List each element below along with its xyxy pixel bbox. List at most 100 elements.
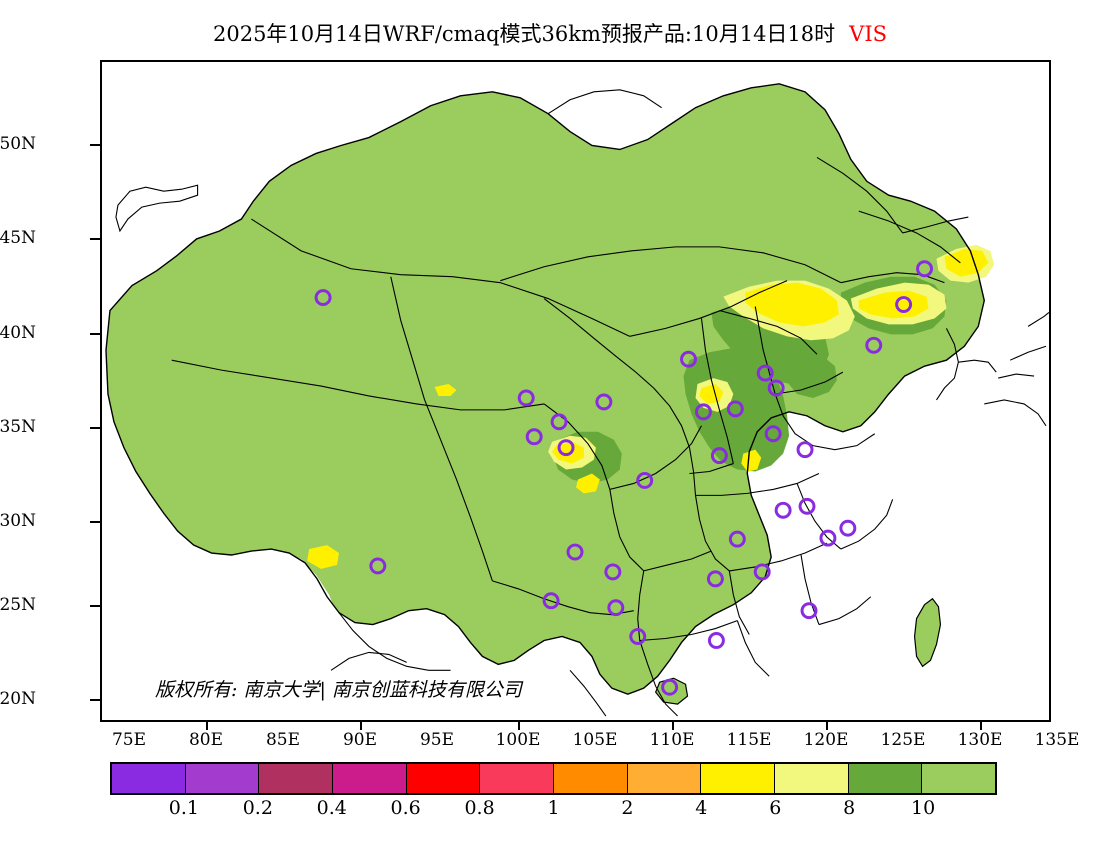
station-marker [865, 336, 883, 354]
province-boundaries [171, 156, 969, 677]
xtick-label-115e: 115E [726, 730, 772, 750]
xtick-label-95e: 95E [419, 730, 455, 750]
band-yellow-henan [741, 449, 762, 472]
xtick-mark [980, 722, 982, 730]
station-marker [550, 413, 568, 431]
station-marker [767, 379, 785, 397]
station-marker [726, 400, 744, 418]
xtick-label-125e: 125E [880, 730, 926, 750]
station-marker [636, 472, 654, 489]
ytick-label-40n: 40N [0, 323, 36, 343]
colorbar-tick-10: 10 [910, 797, 936, 819]
band-yellow-gansu [575, 473, 600, 494]
station-marker [839, 519, 857, 537]
xtick-mark [672, 722, 674, 730]
ocean-cutout-southwest [199, 551, 338, 629]
colorbar-swatch-7[interactable] [627, 764, 702, 793]
station-marker [314, 289, 332, 307]
station-marker [517, 389, 535, 407]
band-dark-green-shandong [783, 354, 837, 398]
colorbar[interactable] [110, 762, 997, 795]
station-marker [764, 425, 782, 443]
xtick-mark [826, 722, 828, 730]
colorbar-tick-4: 4 [695, 797, 708, 819]
colorbar-swatch-4[interactable] [406, 764, 481, 793]
colorbar-swatch-8[interactable] [701, 764, 776, 793]
colorbar-tick-0.6: 0.6 [390, 797, 421, 819]
station-marker [542, 592, 560, 610]
ytick-label-45n: 45N [0, 228, 36, 248]
station-marker [604, 563, 622, 581]
ytick-mark [90, 605, 100, 607]
station-marker [753, 563, 771, 581]
ytick-label-20n: 20N [0, 689, 36, 709]
station-marker [525, 428, 543, 446]
colorbar-swatch-0[interactable] [112, 764, 186, 793]
colorbar-swatch-1[interactable] [185, 764, 260, 793]
colorbar-tick-labels: 0.1 0.2 0.4 0.6 0.8 1 2 4 6 8 10 [110, 797, 997, 825]
colorbar-tick-0.1: 0.1 [168, 797, 200, 819]
page-title: 2025年10月14日WRF/cmaq模式36km预报产品:10月14日18时 V… [0, 18, 1100, 48]
station-marker [595, 393, 613, 411]
colorbar-swatch-3[interactable] [333, 764, 407, 793]
ytick-mark [90, 427, 100, 429]
station-marker [680, 350, 697, 368]
ytick-mark [90, 144, 100, 146]
copyright-notice: 版权所有: 南京大学| 南京创蓝科技有限公司 [155, 679, 522, 701]
ytick-label-35n: 35N [0, 417, 36, 437]
xtick-label-110e: 110E [649, 730, 695, 750]
colorbar-swatch-11[interactable] [922, 764, 996, 793]
station-marker [819, 529, 837, 547]
ytick-label-50n: 50N [0, 134, 36, 154]
xtick-label-105e: 105E [572, 730, 618, 750]
station-marker [710, 447, 728, 465]
colorbar-tick-0.2: 0.2 [242, 797, 273, 819]
china-visibility-map [105, 83, 1049, 717]
xtick-label-135e: 135E [1034, 730, 1080, 750]
ytick-mark [90, 699, 100, 701]
station-marker [706, 570, 724, 588]
band-yellow-shanxi-core [699, 384, 724, 404]
xtick-label-100e: 100E [495, 730, 541, 750]
station-marker [916, 260, 933, 278]
ytick-label-25n: 25N [0, 595, 36, 615]
station-marker [557, 439, 575, 457]
colorbar-tick-8: 8 [843, 797, 856, 819]
title-text: 2025年10月14日WRF/cmaq模式36km预报产品:10月14日18时 [212, 22, 836, 46]
xtick-label-80e: 80E [188, 730, 224, 750]
hainan-island [654, 677, 689, 705]
title-variable: VIS [849, 22, 888, 46]
station-marker [661, 678, 679, 696]
ytick-mark [90, 521, 100, 523]
xtick-label-90e: 90E [342, 730, 378, 750]
station-marker [800, 602, 818, 620]
colorbar-swatch-9[interactable] [775, 764, 849, 793]
xtick-mark [206, 722, 208, 730]
china-national-border [105, 83, 985, 695]
xtick-label-120e: 120E [803, 730, 849, 750]
station-marker [774, 501, 792, 519]
colorbar-swatch-10[interactable] [848, 764, 923, 793]
station-markers-layer[interactable] [314, 260, 933, 696]
neighbor-coastlines [115, 89, 1049, 717]
station-marker [369, 557, 387, 575]
colorbar-swatch-6[interactable] [554, 764, 628, 793]
ytick-mark [90, 238, 100, 240]
band-yellow-beijing-core [745, 282, 839, 327]
band-yellow-bohai-core [858, 290, 929, 319]
station-marker [694, 403, 712, 421]
station-marker [756, 364, 774, 382]
station-marker [566, 543, 584, 561]
colorbar-tick-6: 6 [769, 797, 782, 819]
taiwan-island [913, 597, 942, 668]
ytick-label-30n: 30N [0, 511, 36, 531]
colorbar-tick-1: 1 [547, 797, 560, 819]
colorbar-swatch-2[interactable] [259, 764, 334, 793]
station-marker [796, 441, 814, 459]
station-marker [607, 599, 625, 617]
station-marker [728, 530, 746, 548]
colorbar-swatch-5[interactable] [480, 764, 555, 793]
xtick-label-130e: 130E [957, 730, 1003, 750]
xtick-mark [518, 722, 520, 730]
map-plot-area[interactable] [100, 60, 1051, 722]
